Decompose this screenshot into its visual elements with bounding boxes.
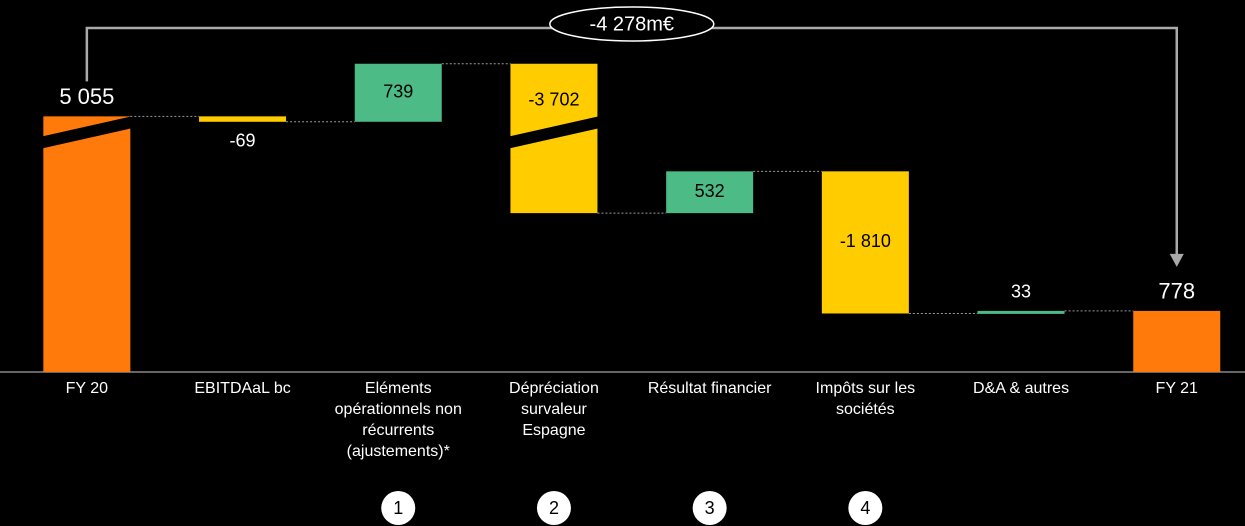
marker-label: 4 [860, 498, 870, 518]
value-label: -1 810 [840, 231, 891, 251]
axis-break [42, 116, 132, 149]
bar [821, 171, 909, 314]
x-tick-label: Dépréciation survaleur Espagne [509, 380, 599, 439]
arrow-head [1169, 253, 1184, 267]
marker-label: 3 [705, 498, 715, 518]
x-tick-label: Eléments opérationnels non récurrents (a… [334, 380, 462, 460]
x-tick-label: FY 20 [65, 380, 109, 397]
value-label: -3 702 [528, 89, 579, 109]
bar [43, 116, 131, 373]
marker-circle [536, 491, 571, 525]
x-tick-label: D&A & autres [973, 380, 1070, 397]
value-label: 5 055 [59, 84, 114, 109]
x-tick-label: EBITDAaL bc [194, 380, 291, 397]
value-label: 532 [695, 181, 725, 201]
x-tick-label: FY 21 [1155, 380, 1198, 397]
x-tick-label: Impôts sur les sociétés [815, 380, 916, 418]
value-label: 33 [1011, 282, 1031, 302]
axis-break [509, 116, 599, 149]
value-label: 778 [1158, 279, 1195, 304]
bar [199, 116, 287, 122]
bar [354, 63, 442, 122]
bar [666, 171, 754, 214]
bar [1133, 310, 1221, 372]
x-tick-label: Résultat financier [647, 380, 772, 397]
marker-label: 2 [549, 498, 559, 518]
marker-circle [848, 491, 883, 525]
marker-label: 1 [393, 498, 403, 518]
marker-circle [381, 491, 416, 525]
value-label: -69 [230, 131, 256, 151]
marker-circle [692, 491, 727, 525]
annotation-ellipse [549, 6, 715, 42]
bar [977, 310, 1065, 314]
annotation: -4 278m€ [590, 13, 675, 35]
value-label: 739 [383, 82, 413, 102]
